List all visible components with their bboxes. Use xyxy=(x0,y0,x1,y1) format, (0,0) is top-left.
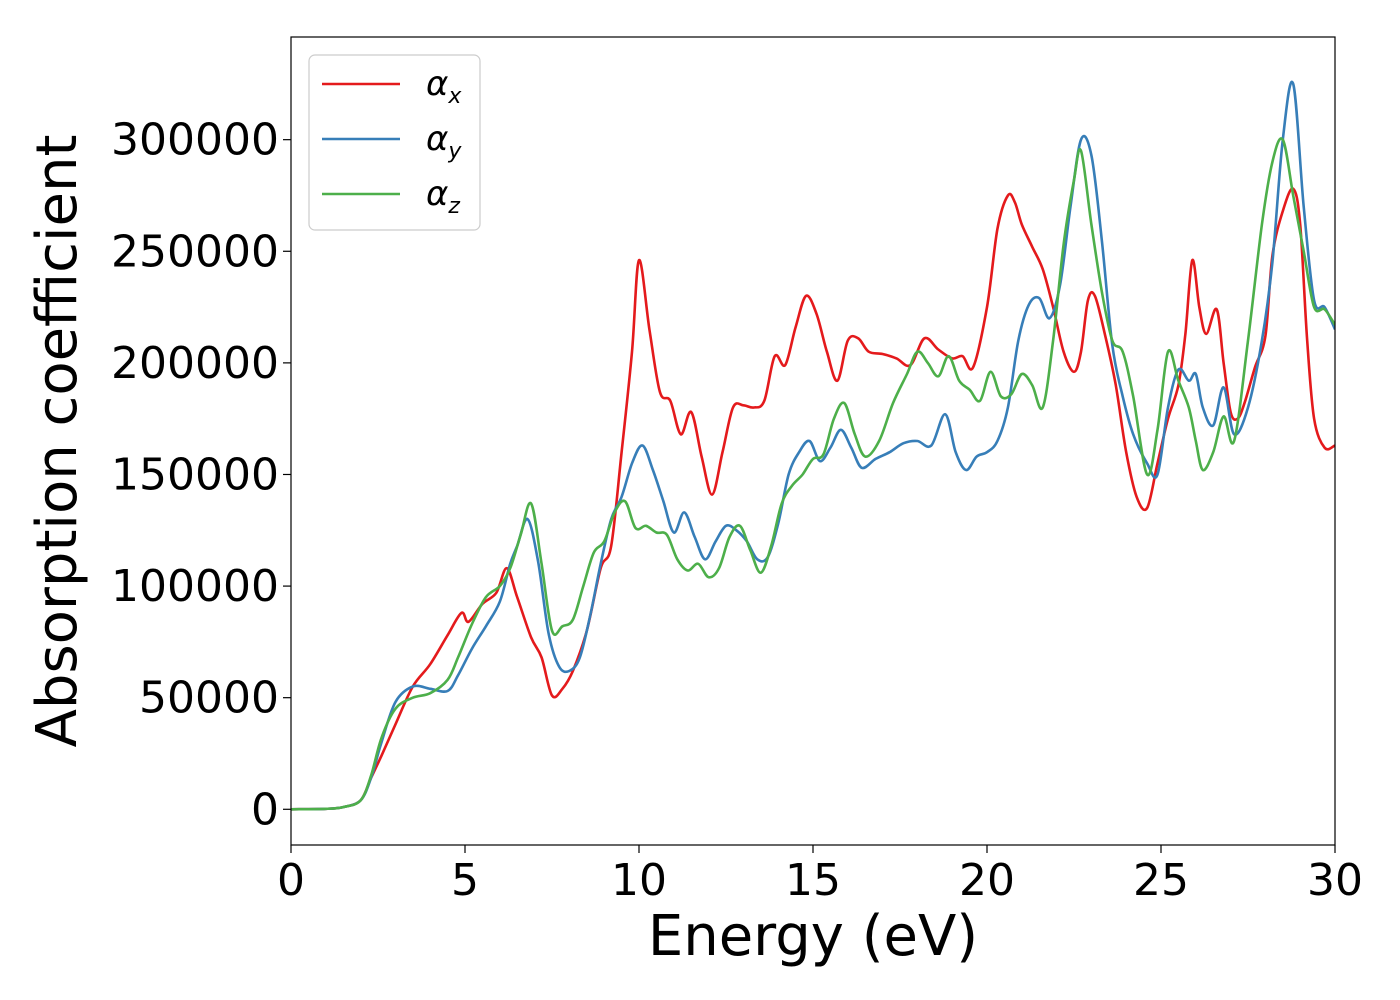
y-axis-ticks: 0 50000 100000 150000 200000 250000 300000 xyxy=(111,115,291,835)
x-tick-label: 20 xyxy=(959,855,1015,906)
legend-label-y: αy xyxy=(426,119,462,164)
x-tick-label: 15 xyxy=(785,855,841,906)
legend-label-z: αz xyxy=(426,174,460,219)
series-layer xyxy=(291,80,1335,811)
x-tick-label: 25 xyxy=(1133,855,1189,906)
y-tick-label: 50000 xyxy=(139,673,279,724)
legend-box xyxy=(308,54,481,231)
x-tick-label: 30 xyxy=(1307,855,1363,906)
y-tick-label: 250000 xyxy=(111,226,279,277)
series-line-x xyxy=(291,187,1335,811)
y-tick-label: 0 xyxy=(251,784,279,835)
y-axis-title: Absorption coefficient xyxy=(25,135,90,748)
y-tick-label: 300000 xyxy=(111,115,279,166)
x-tick-label: 0 xyxy=(277,855,305,906)
x-tick-label: 5 xyxy=(451,855,479,906)
x-axis-ticks: 0 5 10 15 20 25 30 xyxy=(277,845,1363,906)
y-tick-label: 200000 xyxy=(111,338,279,389)
legend-label-x: αx xyxy=(426,64,462,109)
y-tick-label: 100000 xyxy=(111,561,279,612)
x-axis-title: Energy (eV) xyxy=(648,904,978,969)
series-line-z xyxy=(291,137,1335,811)
x-tick-label: 10 xyxy=(611,855,667,906)
legend: αx αy αz xyxy=(308,54,481,231)
y-tick-label: 150000 xyxy=(111,449,279,500)
